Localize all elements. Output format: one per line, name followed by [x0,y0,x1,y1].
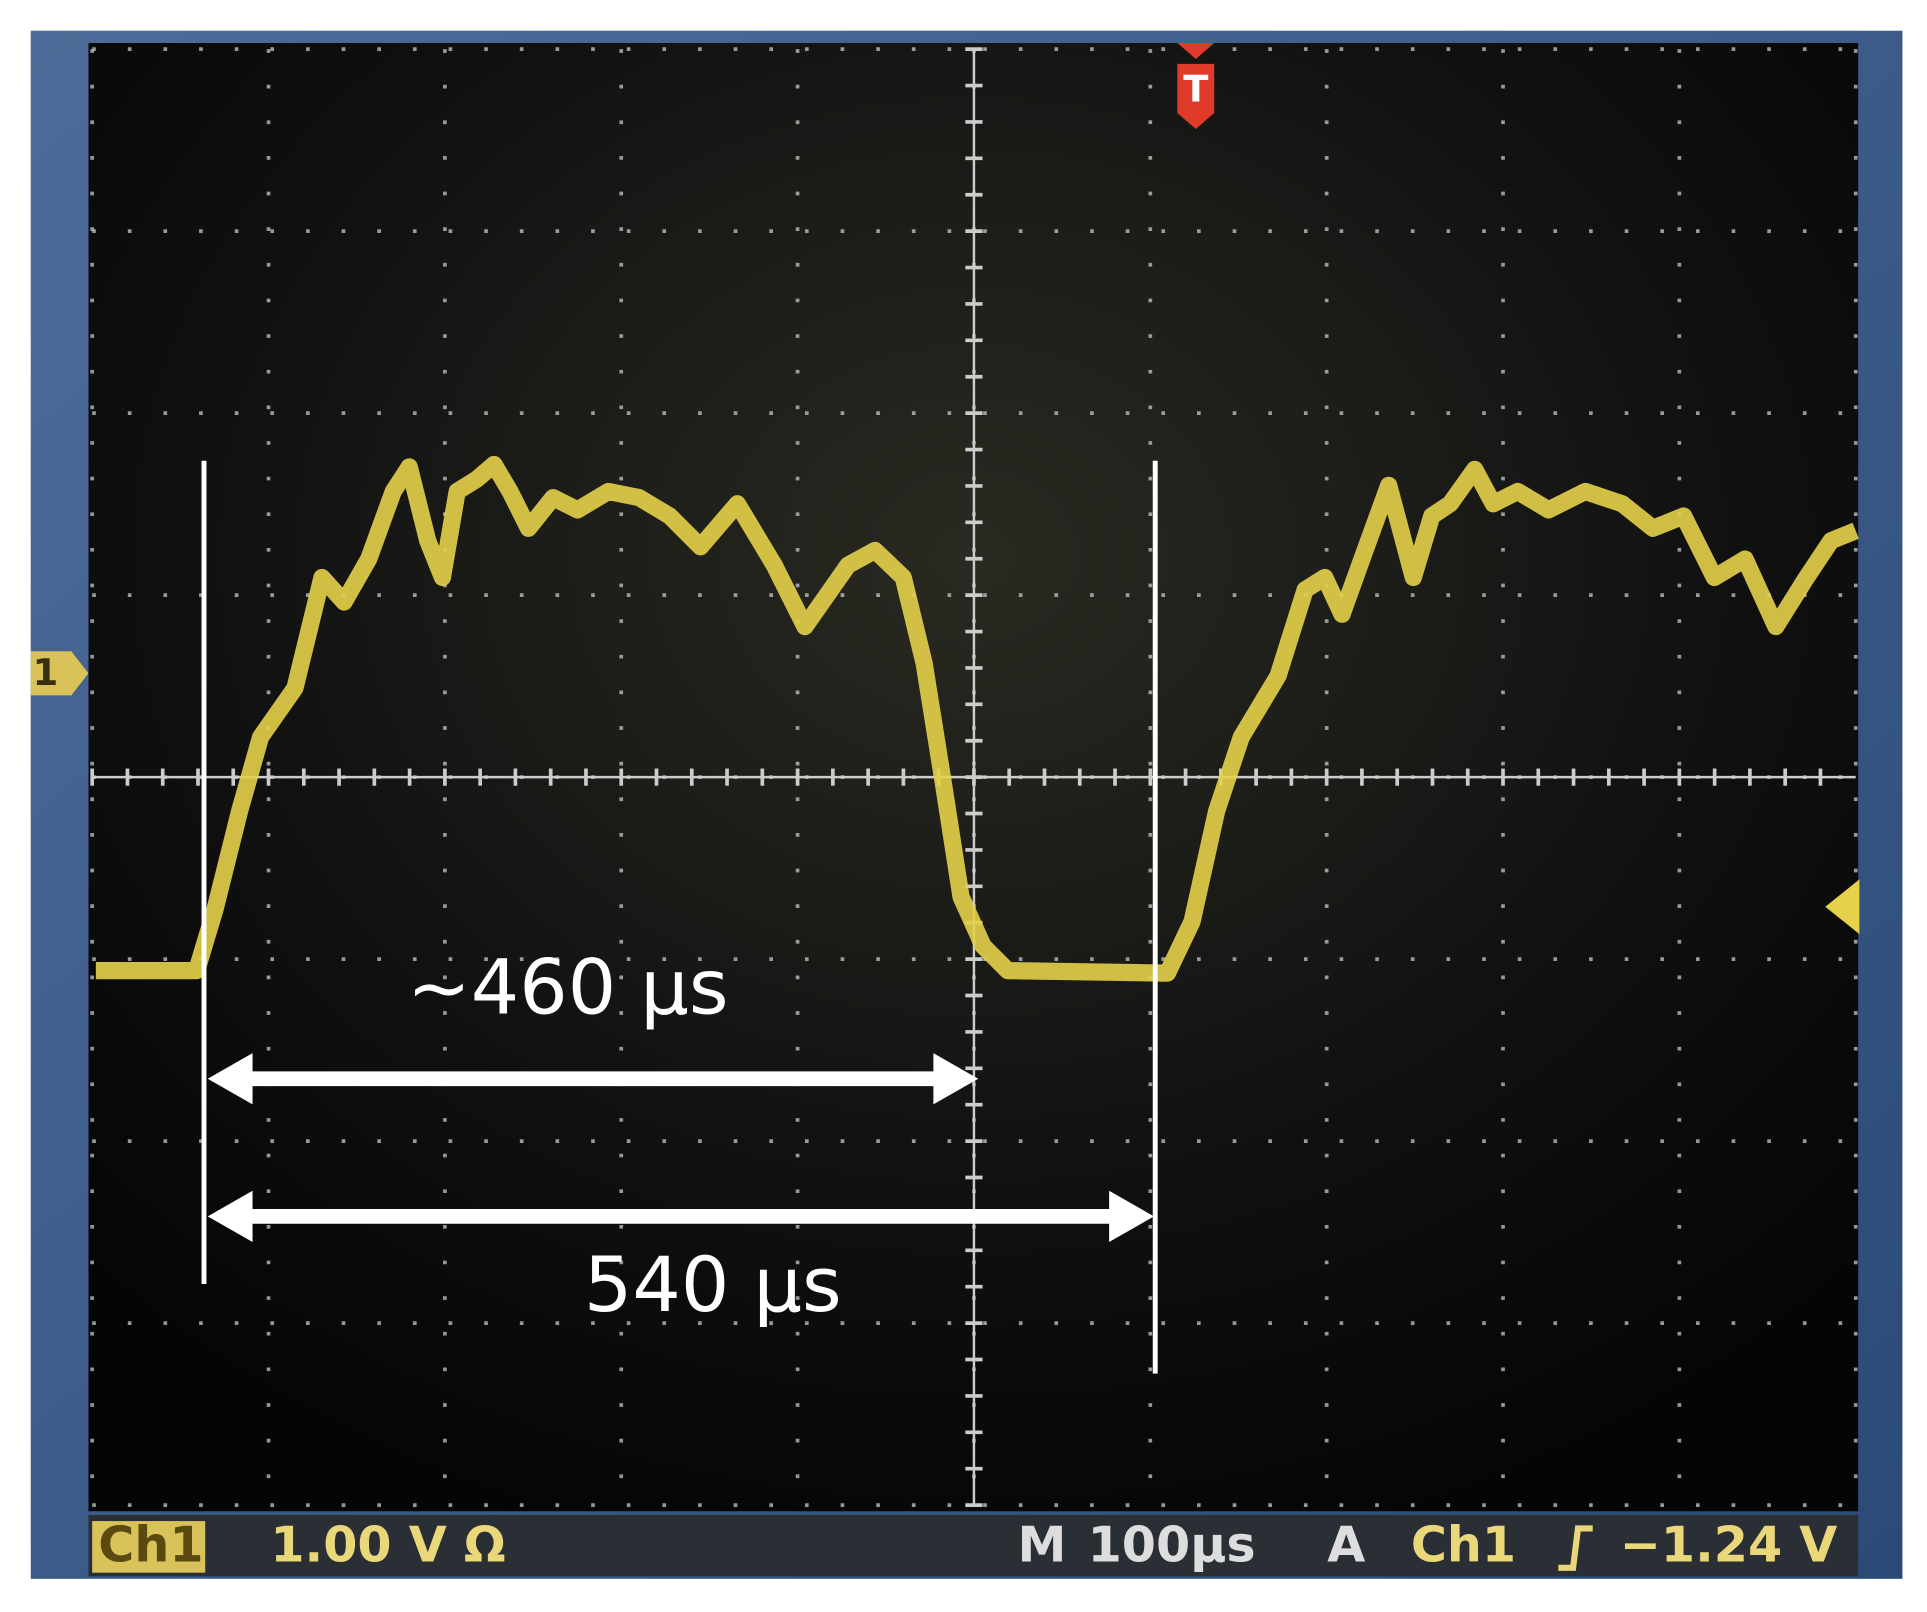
annotations [201,460,1158,1374]
vertical-scale: 1.00 V Ω [270,1516,505,1574]
mode: M [1018,1516,1067,1574]
channel-badge [92,1521,206,1573]
period-label: 540 µs [584,1240,842,1329]
trigger-level: −1.24 V [1620,1516,1838,1574]
trigger-slope [1558,1525,1593,1571]
trigger-source: Ch1 [1411,1516,1516,1574]
timebase: 100µs [1088,1516,1256,1574]
channel-label: Ch1 [98,1516,203,1574]
trigger-mode: A [1327,1516,1365,1574]
trigger-level-marker [1825,879,1860,935]
channel-marker [30,651,89,696]
trigger-marker-label: T [1183,67,1208,110]
pulse-width-label: ~460 µs [407,943,729,1032]
waveform [95,455,1859,982]
channel-marker-label: 1 [33,651,59,694]
graticule [90,47,1858,1507]
trigger-marker [1177,43,1215,130]
